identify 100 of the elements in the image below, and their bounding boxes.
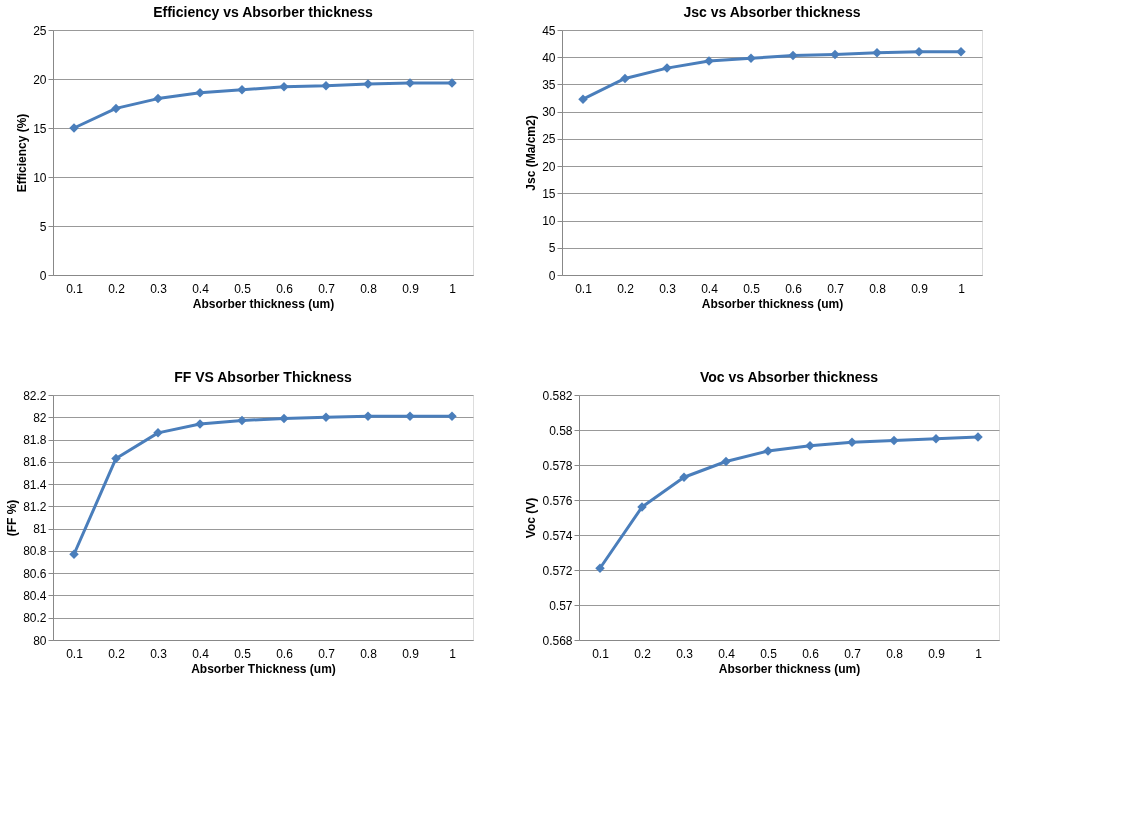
x-tick-label: 0.3 [150,281,168,296]
x-tick-label: 0.1 [66,281,84,296]
x-tick-label: 0.2 [617,281,635,296]
y-tick-label: 25 [33,23,47,38]
y-tick-label: 45 [542,23,556,38]
point [237,415,247,426]
y-tick-label: 80.6 [23,566,47,581]
y-tick-label: 0.572 [542,563,573,578]
x-tick-label: 0.2 [108,646,126,661]
x-tick-label: 0.5 [743,281,761,296]
point [830,49,840,60]
y-tick-label: 10 [33,170,47,185]
point [321,412,331,423]
y-tick-label: 25 [542,132,556,147]
x-tick-label: 0.9 [911,281,929,296]
x-tick-label: 0.1 [592,646,610,661]
x-tick-label: 0.9 [402,281,420,296]
point [746,53,756,64]
y-tick-label: 0.58 [549,423,573,438]
y-tick-label: 82 [33,410,47,425]
x-tick-label: 0.7 [318,281,336,296]
x-tick-label: 1 [449,281,457,296]
x-tick-label: 0.7 [827,281,845,296]
y-tick-label: 5 [548,241,556,256]
y-tick-label: 81.2 [23,499,47,514]
y-tick-label: 15 [542,186,556,201]
y-tick-label: 20 [542,159,556,174]
y-tick-label: 81.4 [23,477,47,492]
y-tick-label: 0.576 [542,493,573,508]
y-tick-label: 10 [542,214,556,229]
x-axis-title: Absorber thickness (um) [718,661,861,676]
y-tick-label: 0 [548,268,556,283]
y-tick-label: 81.8 [23,433,47,448]
point [111,453,121,464]
y-tick-label: 20 [33,72,47,87]
x-tick-label: 0.6 [276,646,294,661]
y-tick-label: 0.57 [549,598,573,613]
x-tick-label: 0.4 [192,646,210,661]
x-axis-title: Absorber thickness (um) [701,296,844,311]
point [889,435,899,446]
y-tick-label: 81.6 [23,455,47,470]
x-tick-label: 0.4 [701,281,719,296]
point [788,50,798,61]
y-tick-label: 0.574 [542,528,573,543]
x-tick-label: 0.7 [844,646,862,661]
y-tick-label: 80.8 [23,544,47,559]
x-tick-label: 0.6 [785,281,803,296]
x-tick-label: 0.1 [66,646,84,661]
x-tick-label: 0.3 [676,646,694,661]
x-tick-label: 0.5 [234,281,252,296]
x-tick-label: 0.7 [318,646,336,661]
x-tick-label: 1 [958,281,966,296]
x-tick-label: 0.8 [360,646,378,661]
y-tick-label: 80.2 [23,611,47,626]
y-axis-title: Jsc (Ma/cm2) [524,115,539,191]
x-tick-label: 1 [449,646,457,661]
y-tick-label: 82.2 [23,388,47,403]
x-tick-label: 0.3 [150,646,168,661]
y-tick-label: 0.568 [542,633,573,648]
x-tick-label: 0.1 [575,281,593,296]
point [279,413,289,424]
y-tick-label: 80 [33,633,47,648]
y-tick-label: 80.4 [23,588,47,603]
point [111,103,121,114]
x-axis-title: Absorber Thickness (um) [191,661,336,676]
x-tick-label: 0.8 [869,281,887,296]
y-tick-label: 35 [542,77,556,92]
y-tick-label: 0.582 [542,388,573,403]
x-tick-label: 0.3 [659,281,677,296]
x-tick-label: 0.5 [760,646,778,661]
chart-title: Efficiency vs Absorber thickness [153,4,374,20]
x-tick-label: 1 [975,646,983,661]
y-axis-title: (FF %) [5,499,20,537]
x-tick-label: 0.9 [402,646,420,661]
x-tick-label: 0.4 [718,646,736,661]
y-tick-label: 0.578 [542,458,573,473]
point [195,87,205,98]
x-tick-label: 0.5 [234,646,252,661]
y-axis-title: Voc (V) [524,497,539,539]
y-tick-label: 15 [33,121,47,136]
y-tick-label: 40 [542,50,556,65]
y-tick-label: 81 [33,522,47,537]
point [721,456,731,467]
y-tick-label: 0 [39,268,47,283]
x-tick-label: 0.2 [108,281,126,296]
x-tick-label: 0.2 [634,646,652,661]
point [153,93,163,104]
y-tick-label: 5 [39,219,47,234]
x-tick-label: 0.6 [276,281,294,296]
chart-title: FF VS Absorber Thickness [174,369,353,385]
x-tick-label: 0.6 [802,646,820,661]
x-tick-label: 0.8 [886,646,904,661]
y-tick-label: 30 [542,105,556,120]
y-axis-title: Efficiency (%) [15,113,30,193]
x-axis-title: Absorber thickness (um) [192,296,335,311]
chart-title: Voc vs Absorber thickness [699,369,879,385]
point [620,73,630,84]
x-tick-label: 0.8 [360,281,378,296]
chart-title: Jsc vs Absorber thickness [683,4,861,20]
x-tick-label: 0.4 [192,281,210,296]
